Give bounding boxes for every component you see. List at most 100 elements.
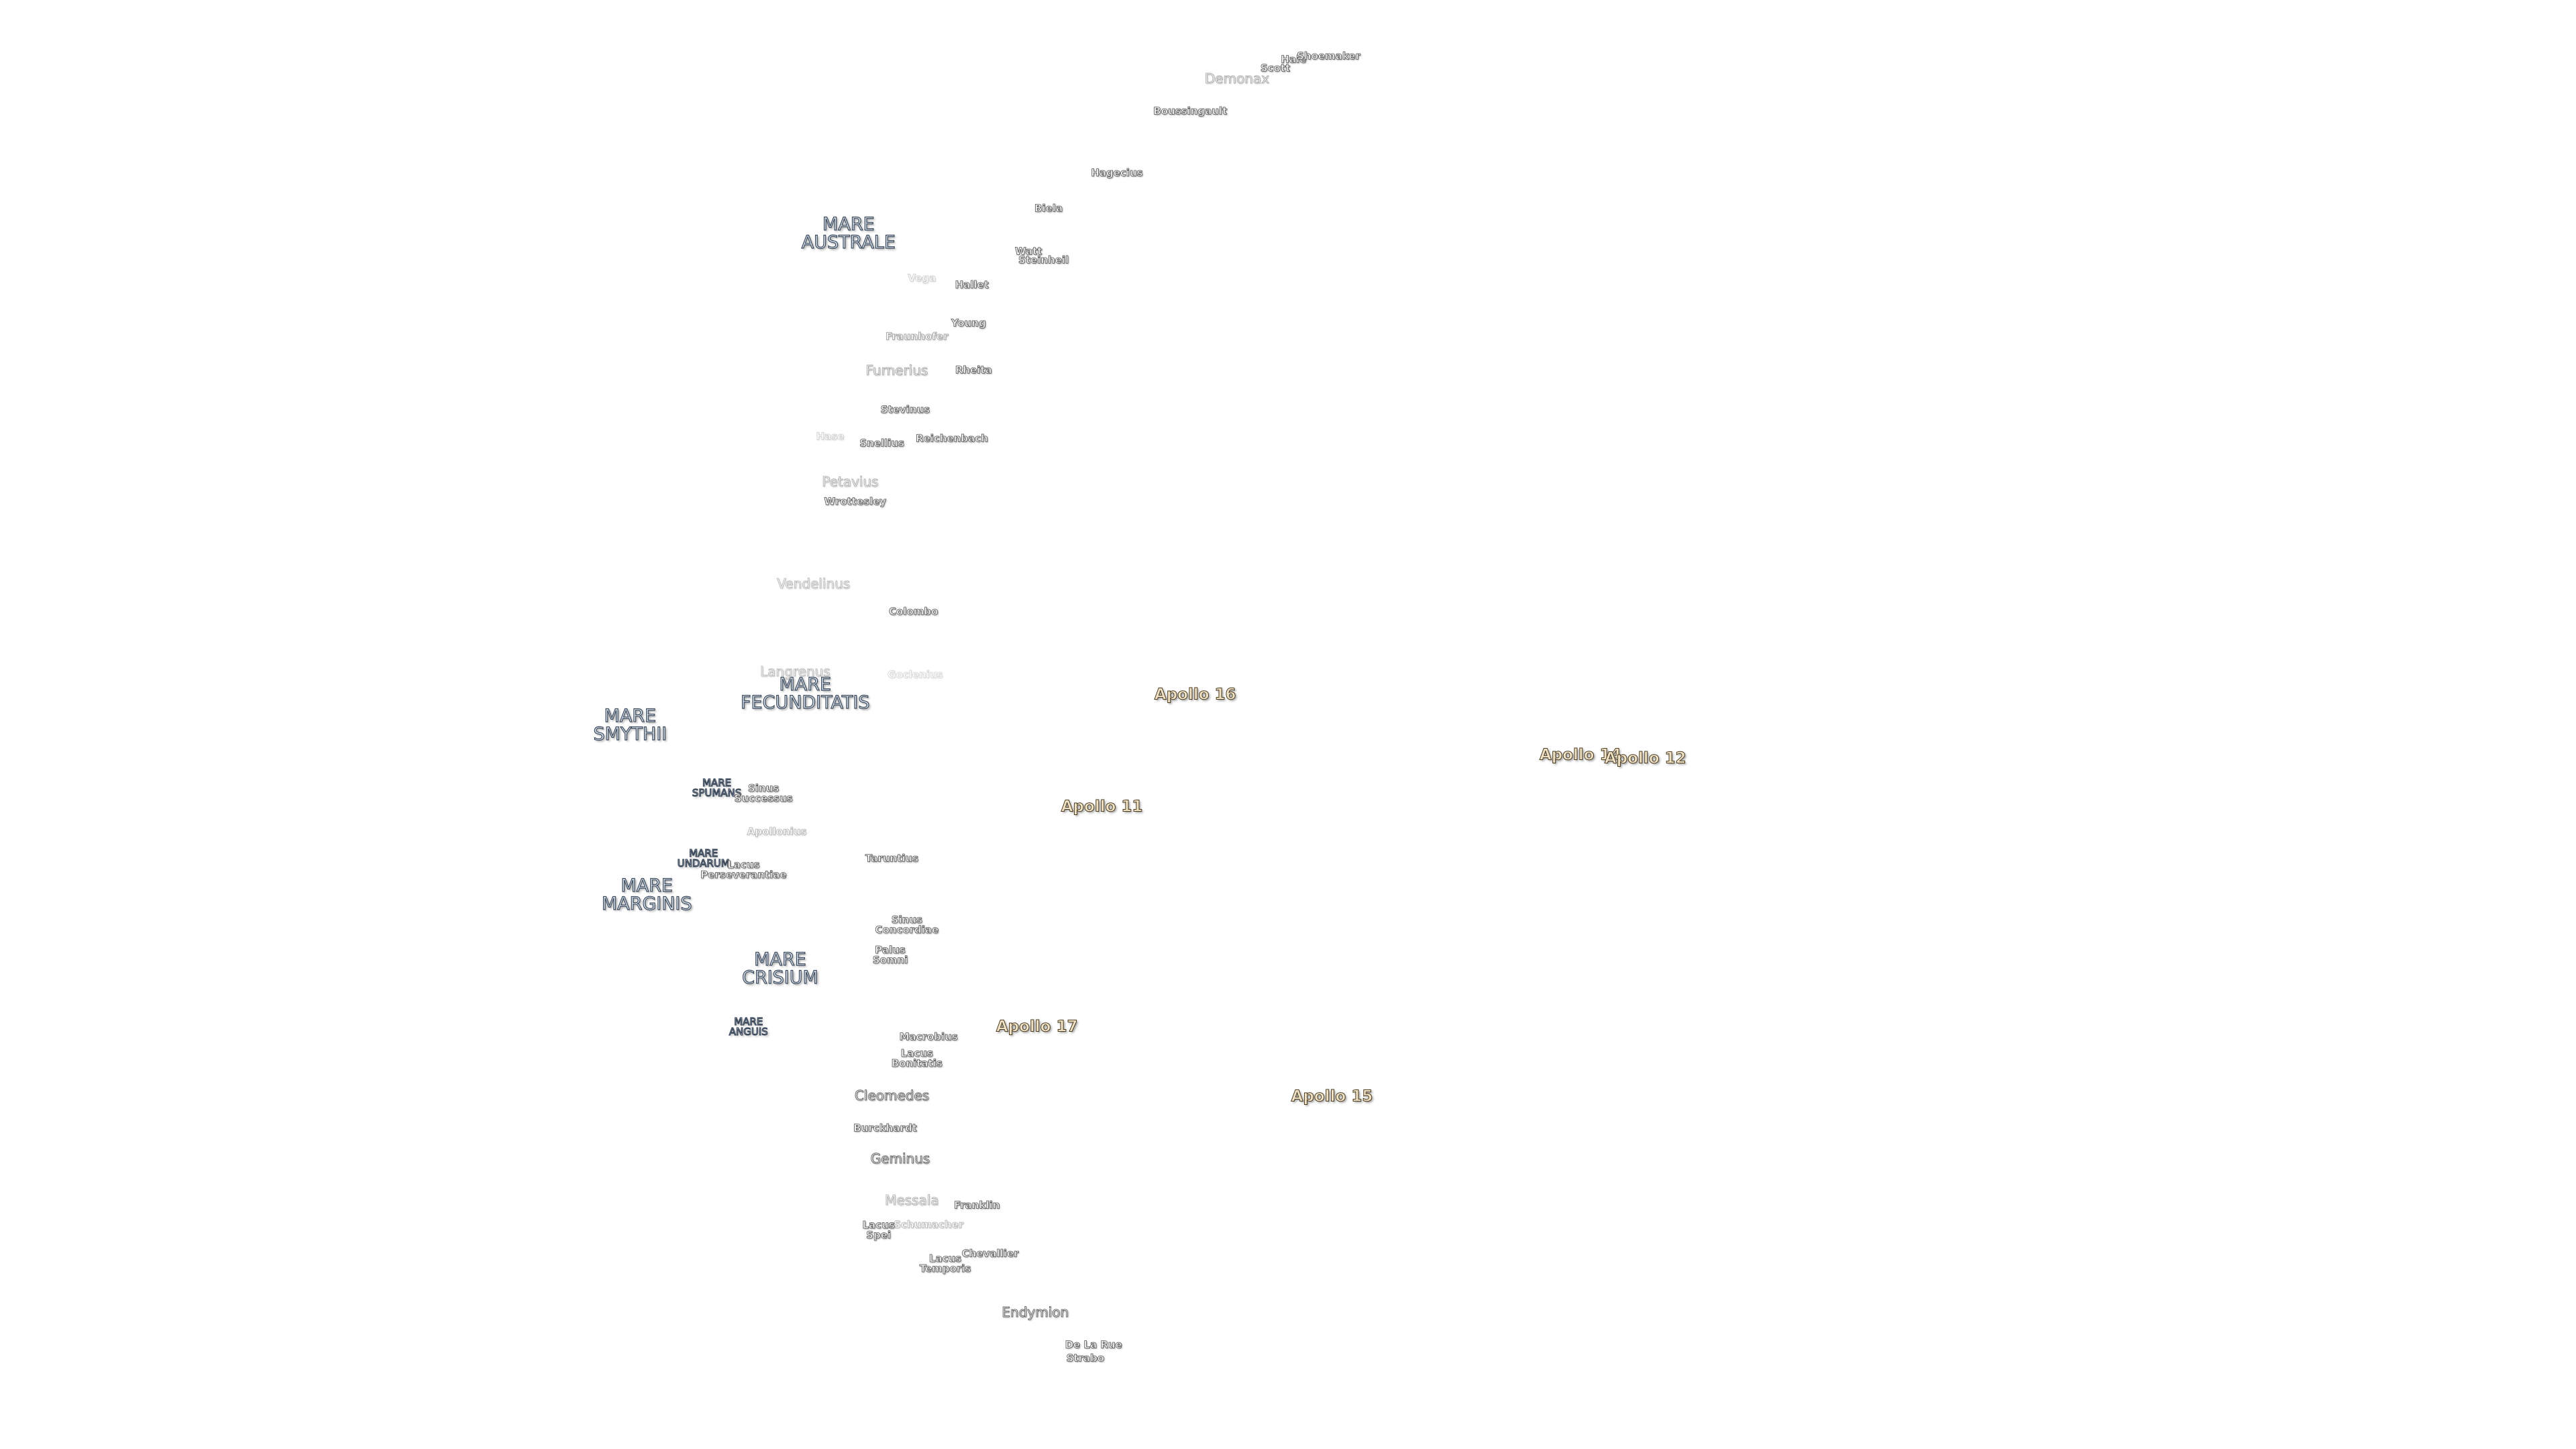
map-label: Stevinus — [880, 403, 930, 416]
label-line: Langrenus — [760, 663, 830, 680]
label-line: MARE — [621, 875, 674, 897]
map-label: Vega — [908, 272, 936, 284]
map-label: Taruntius — [865, 852, 919, 865]
label-line: De La Rue — [1065, 1338, 1122, 1351]
label-line: Perseverantiae — [700, 869, 787, 881]
label-line: Goclenius — [888, 668, 943, 681]
label-line: Petavius — [822, 474, 879, 490]
label-line: Schumacher — [894, 1218, 964, 1231]
map-label: MARE CRISIUM — [741, 949, 818, 988]
map-label: Lacus Perseverantiae — [700, 859, 787, 881]
landing-site: Apollo 16 — [1154, 686, 1236, 704]
map-label: MARE MARGINIS — [601, 875, 692, 915]
map-label: Endymion — [1002, 1305, 1069, 1319]
label-line: Wrottesley — [824, 495, 887, 508]
label-line: Lacus — [900, 1046, 933, 1059]
label-line: Lacus — [928, 1252, 962, 1265]
label-line: MARE — [822, 213, 875, 235]
map-label: Watt — [1014, 245, 1042, 258]
label-line: Endymion — [1002, 1303, 1069, 1320]
map-label: Geminus — [870, 1150, 930, 1167]
label-line: SMYTHII — [593, 723, 667, 745]
map-label: Chevallier — [961, 1247, 1019, 1260]
map-label: Langrenus — [760, 663, 830, 680]
map-label: Lacus Bonitatis — [891, 1046, 943, 1069]
map-label: Hase — [816, 430, 845, 443]
label-line: Apollonius — [747, 825, 807, 838]
label-line: UNDARUM — [677, 857, 730, 869]
label-line: MARE — [702, 777, 732, 790]
label-line: Reichenbach — [916, 432, 989, 445]
map-label: Hagecius — [1091, 166, 1143, 179]
map-label: Wrottesley — [824, 495, 887, 508]
label-line: Hase — [816, 430, 845, 443]
map-label: Petavius — [822, 474, 879, 490]
label-line: Concordiae — [875, 924, 939, 936]
map-label: Hallet — [955, 280, 989, 290]
map-label: Snellius — [859, 437, 904, 449]
label-line: Cleomedes — [854, 1087, 930, 1104]
label-line: Somni — [872, 953, 908, 966]
map-label: Young — [951, 317, 986, 329]
label-line: Hale — [1281, 53, 1307, 66]
label-line: Colombo — [889, 605, 938, 618]
map-label: Franklin — [954, 1199, 1000, 1210]
label-line: Rheita — [955, 364, 992, 376]
label-line: Vega — [908, 272, 936, 284]
map-label: MARE ANGUIS — [729, 1015, 768, 1038]
label-line: MARE — [604, 705, 657, 727]
label-line: SPUMANS — [692, 787, 742, 800]
map-label: Strabo — [1066, 1352, 1105, 1364]
label-line: MARE — [754, 949, 807, 970]
label-line: Successus — [734, 792, 793, 804]
label-line: Messala — [885, 1192, 939, 1209]
label-line: CRISIUM — [741, 967, 818, 988]
label-line: Strabo — [1066, 1352, 1105, 1364]
map-label: De La Rue — [1065, 1340, 1122, 1350]
label-line: Lacus — [862, 1218, 895, 1231]
map-label: Hale — [1281, 53, 1307, 66]
landing-site: Apollo 14 — [1539, 746, 1621, 764]
label-line: Spei — [866, 1228, 892, 1241]
label-line: MARGINIS — [601, 894, 692, 915]
label-line: Scott — [1260, 62, 1291, 74]
label-line: MARE — [779, 674, 832, 695]
map-label: Scott — [1260, 62, 1291, 74]
label-line: Fraunhofer — [885, 330, 949, 343]
label-line: Hagecius — [1091, 166, 1143, 179]
map-label: Macrobius — [899, 1030, 958, 1043]
label-line: Stevinus — [880, 403, 930, 416]
map-label: Lacus Spei — [862, 1218, 895, 1241]
map-label: Boussingault — [1153, 105, 1228, 117]
map-label: MARE FECUNDITATIS — [740, 674, 870, 712]
map-label: Lacus Temporis — [919, 1252, 971, 1275]
label-line: Watt — [1014, 245, 1042, 258]
label-line: MARE — [734, 1015, 763, 1028]
label-line: Sinus — [748, 782, 780, 794]
map-label: Apollonius — [747, 825, 807, 838]
label-line: Biela — [1034, 202, 1063, 215]
label-line: ANGUIS — [729, 1025, 768, 1038]
label-line: Snellius — [859, 437, 904, 449]
map-label: Palus Somni — [872, 945, 908, 966]
map-label: Biela — [1034, 203, 1063, 213]
map-label: Rheita — [955, 364, 992, 376]
label-line: Geminus — [870, 1150, 930, 1167]
map-label: Schumacher — [894, 1218, 964, 1231]
label-line: Boussingault — [1153, 105, 1228, 117]
label-line: Chevallier — [961, 1247, 1019, 1260]
landing-site: Apollo 12 — [1604, 749, 1686, 767]
label-line: Young — [951, 317, 986, 329]
landing-site: Apollo 17 — [996, 1018, 1078, 1036]
label-line: Taruntius — [865, 852, 919, 865]
map-label: Goclenius — [888, 668, 943, 681]
label-line: Macrobius — [899, 1030, 958, 1043]
map-label: Demonax — [1204, 70, 1269, 87]
map-label: MARE SPUMANS — [692, 777, 742, 800]
label-line: Temporis — [919, 1262, 971, 1275]
map-label: Steinheil — [1018, 254, 1069, 266]
label-line: Demonax — [1204, 70, 1269, 87]
map-label: Vendelinus — [777, 576, 851, 590]
label-line: Steinheil — [1018, 254, 1069, 266]
